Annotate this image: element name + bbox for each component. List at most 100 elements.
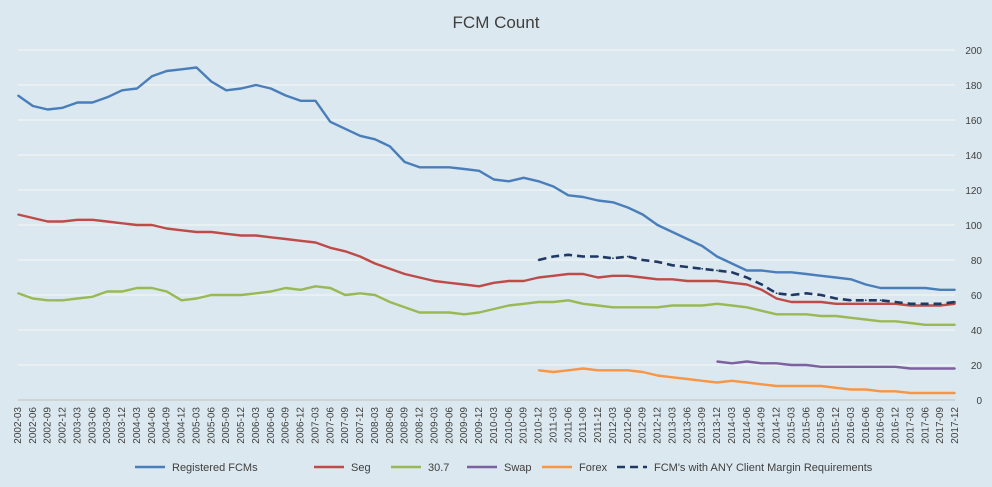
data-point (403, 273, 406, 275)
data-point (299, 99, 302, 102)
data-point (597, 369, 599, 372)
x-tick-label: 2010-09 (519, 407, 530, 444)
data-point (656, 374, 659, 377)
data-point (478, 285, 480, 288)
data-point (225, 232, 228, 235)
data-point (17, 292, 19, 295)
x-tick-label: 2006-12 (296, 407, 307, 444)
data-point (805, 301, 808, 303)
data-point (716, 381, 718, 384)
data-point (864, 302, 867, 305)
data-point (299, 239, 302, 242)
data-point (879, 287, 882, 289)
data-point (760, 362, 763, 365)
data-point (46, 108, 49, 111)
data-point (493, 281, 495, 284)
data-point (671, 264, 674, 267)
data-point (61, 106, 64, 109)
x-tick-label: 2016-06 (861, 407, 872, 444)
x-tick-label: 2015-09 (816, 407, 827, 444)
data-point (240, 87, 242, 90)
data-point (790, 385, 793, 387)
data-point (225, 294, 228, 296)
data-point (507, 280, 510, 282)
data-point (835, 315, 837, 317)
data-point (537, 301, 540, 303)
data-point (195, 297, 198, 300)
data-point (195, 66, 198, 69)
data-point (388, 145, 391, 148)
data-point (299, 288, 302, 291)
data-point (760, 288, 763, 291)
data-point (448, 281, 451, 284)
x-axis: 2002-03 2002-06 2002-09 2002-12 2003-03 2003-… (13, 407, 961, 444)
data-point (894, 390, 897, 393)
x-tick-label: 2008-06 (385, 407, 396, 444)
data-point (374, 262, 376, 265)
data-point (507, 180, 510, 183)
data-point (760, 309, 763, 312)
data-point (775, 297, 778, 300)
y-tick-label: 80 (971, 256, 983, 267)
data-point (626, 306, 629, 309)
x-tick-label: 2015-03 (786, 407, 797, 444)
data-point (820, 385, 823, 387)
legend-label: Forex (579, 462, 608, 474)
data-point (671, 231, 674, 233)
data-point (552, 274, 555, 277)
data-point (939, 323, 942, 326)
data-point (478, 169, 480, 172)
data-point (790, 364, 793, 366)
data-point (344, 250, 347, 253)
data-point (835, 386, 837, 389)
data-point (701, 304, 704, 307)
data-point (701, 280, 704, 282)
data-point (745, 269, 748, 272)
data-point (359, 292, 361, 295)
data-point (76, 297, 79, 300)
data-point (686, 304, 689, 307)
data-point (805, 385, 808, 387)
data-point (954, 367, 956, 370)
data-point (165, 227, 168, 230)
series-line (538, 367, 955, 395)
series-lines (17, 66, 956, 395)
y-tick-label: 20 (971, 361, 983, 372)
x-tick-label: 2005-06 (206, 407, 217, 444)
data-point (46, 299, 49, 302)
data-point (597, 255, 599, 258)
data-point (820, 315, 823, 317)
data-point (775, 385, 778, 387)
data-point (448, 311, 451, 314)
data-point (879, 302, 882, 305)
data-point (701, 267, 704, 270)
x-tick-label: 2003-03 (72, 407, 83, 444)
legend-item: 30.7 (391, 462, 449, 474)
data-point (939, 288, 942, 291)
data-point (671, 376, 674, 379)
data-point (805, 292, 808, 295)
data-point (522, 302, 525, 305)
data-point (150, 287, 153, 289)
x-tick-label: 2017-09 (935, 407, 946, 444)
data-point (403, 161, 406, 163)
x-tick-label: 2012-12 (653, 407, 664, 444)
data-point (210, 80, 213, 83)
data-point (150, 224, 153, 226)
data-point (567, 273, 570, 275)
data-point (849, 278, 852, 281)
x-tick-label: 2007-09 (340, 407, 351, 444)
data-point (284, 238, 287, 240)
data-point (879, 299, 882, 302)
data-point (269, 87, 272, 90)
data-point (433, 311, 436, 314)
data-point (760, 383, 763, 386)
data-point (686, 280, 689, 282)
data-point (314, 241, 317, 244)
data-point (136, 287, 138, 289)
data-point (478, 311, 480, 314)
data-point (240, 294, 242, 296)
data-point (671, 304, 674, 307)
legend-label: Swap (504, 462, 532, 474)
